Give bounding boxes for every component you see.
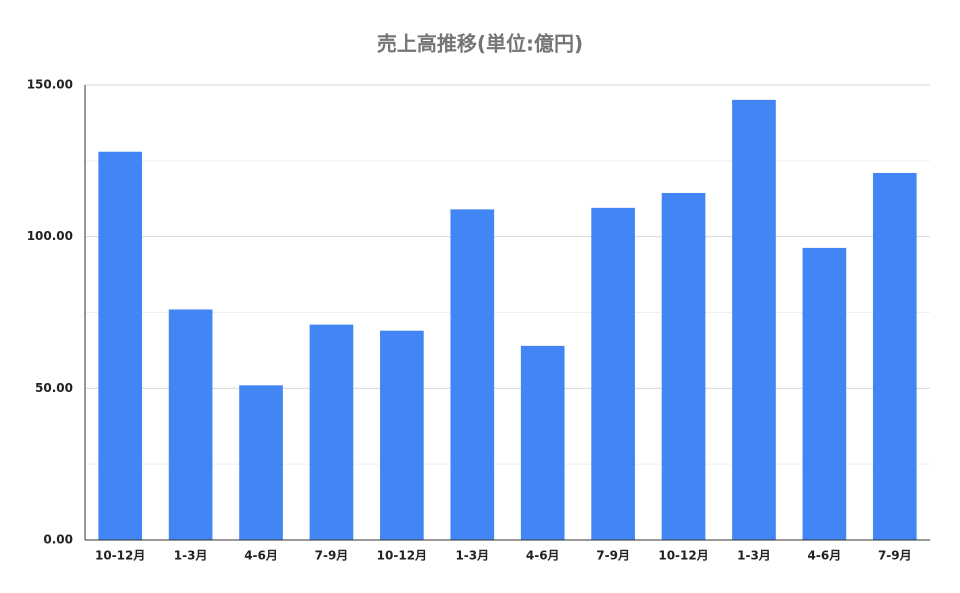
bar (309, 324, 354, 540)
x-tick-label: 4-6月 (808, 549, 842, 563)
bar (380, 330, 424, 540)
x-tick-label: 1-3月 (174, 549, 208, 563)
bar (168, 309, 213, 540)
x-tick-label: 7-9月 (315, 549, 349, 563)
x-tick-label: 4-6月 (526, 549, 560, 563)
x-tick-label: 7-9月 (596, 549, 630, 563)
bar (872, 172, 917, 540)
x-tick-label: 1-3月 (455, 549, 489, 563)
chart-title: 売上高推移(単位:億円) (377, 32, 583, 56)
bar (661, 192, 706, 540)
y-tick-label: 50.00 (35, 381, 73, 395)
bar (802, 247, 847, 540)
x-tick-label: 10-12月 (95, 549, 145, 563)
y-tick-label: 150.00 (27, 78, 73, 92)
bar (450, 209, 495, 540)
x-tick-label: 7-9月 (878, 549, 912, 563)
bar (239, 385, 283, 540)
y-tick-label: 100.00 (27, 229, 73, 243)
y-tick-label: 0.00 (43, 533, 73, 547)
bar (591, 207, 635, 540)
x-tick-label: 1-3月 (737, 549, 771, 563)
bar (98, 151, 143, 540)
bar (732, 99, 776, 540)
bar (520, 345, 565, 540)
x-tick-label: 10-12月 (377, 549, 427, 563)
x-tick-label: 10-12月 (658, 549, 708, 563)
x-tick-label: 4-6月 (244, 549, 278, 563)
